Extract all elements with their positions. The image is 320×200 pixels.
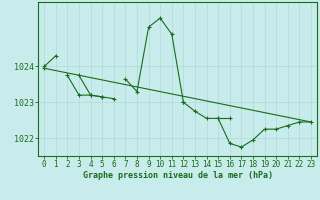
- X-axis label: Graphe pression niveau de la mer (hPa): Graphe pression niveau de la mer (hPa): [83, 171, 273, 180]
